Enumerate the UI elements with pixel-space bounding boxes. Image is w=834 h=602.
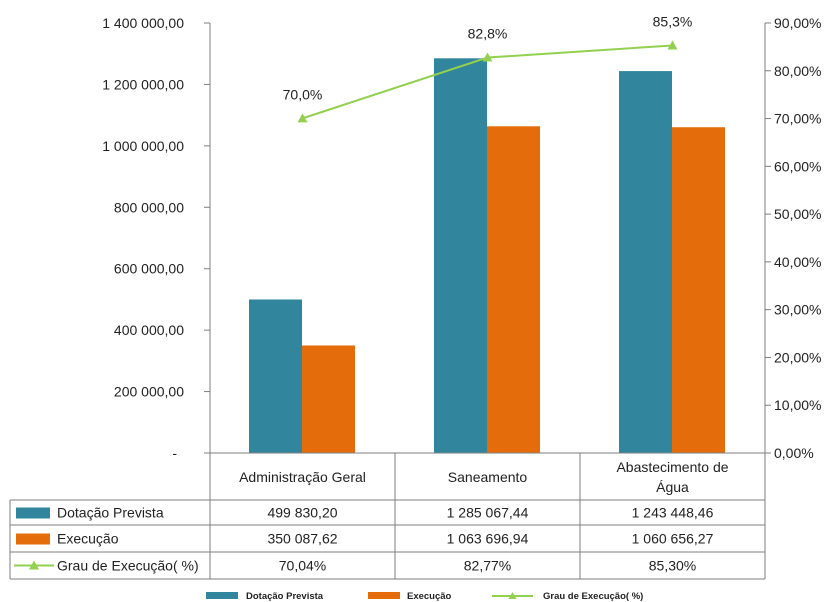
legend-key-marker — [508, 592, 517, 599]
table-series-name: Dotação Prevista — [57, 505, 164, 521]
legend-key — [368, 592, 400, 599]
table-series-name: Grau de Execução( %) — [57, 558, 199, 574]
table-legend-key — [16, 507, 50, 519]
legend-label: Dotação Prevista — [246, 591, 324, 602]
data-label: 85,3% — [653, 13, 693, 29]
left-y-tick-label: 1 200 000,00 — [102, 76, 184, 92]
table-series-name: Execução — [57, 531, 119, 547]
table-value: 85,30% — [649, 558, 696, 574]
table-value: 82,77% — [464, 558, 511, 574]
category-label: Administração Geral — [239, 469, 366, 485]
table-value: 70,04% — [279, 558, 326, 574]
left-y-tick-label: 1 000 000,00 — [102, 138, 184, 154]
bar-dotacao-prevista — [249, 299, 302, 453]
left-y-tick-label: 400 000,00 — [114, 322, 184, 338]
right-y-tick-label: 40,00% — [774, 254, 821, 270]
table-value: 1 060 656,27 — [632, 531, 714, 547]
bar-dotacao-prevista — [434, 58, 487, 453]
table-value: 1 285 067,44 — [447, 505, 529, 521]
left-y-tick-label: - — [172, 445, 177, 461]
right-y-tick-label: 70,00% — [774, 111, 821, 127]
category-label: Saneamento — [448, 469, 528, 485]
legend-key — [206, 592, 238, 599]
right-y-tick-label: 30,00% — [774, 302, 821, 318]
data-label: 82,8% — [468, 26, 508, 42]
left-y-tick-label: 200 000,00 — [114, 384, 184, 400]
table-value: 499 830,20 — [267, 505, 337, 521]
left-y-tick-label: 800 000,00 — [114, 199, 184, 215]
legend-label: Grau de Execução( %) — [543, 591, 643, 602]
line-point-marker — [667, 40, 678, 50]
right-y-tick-label: 80,00% — [774, 63, 821, 79]
table-value: 1 063 696,94 — [447, 531, 529, 547]
bar-execucao — [302, 345, 355, 453]
data-label: 70,0% — [283, 86, 323, 102]
right-y-tick-label: 10,00% — [774, 397, 821, 413]
left-y-tick-label: 1 400 000,00 — [102, 15, 184, 31]
bar-execucao — [487, 126, 540, 453]
legend-label: Execução — [407, 591, 452, 602]
table-legend-key-marker — [29, 560, 39, 570]
right-y-tick-label: 50,00% — [774, 206, 821, 222]
right-y-tick-label: 0,00% — [774, 445, 814, 461]
table-legend-key — [16, 533, 50, 545]
line-point-marker — [297, 113, 308, 123]
right-y-tick-label: 60,00% — [774, 158, 821, 174]
bar-dotacao-prevista — [619, 71, 672, 454]
right-y-tick-label: 20,00% — [774, 349, 821, 365]
right-y-tick-label: 90,00% — [774, 15, 821, 31]
left-y-tick-label: 600 000,00 — [114, 261, 184, 277]
category-label: Abastecimento de — [616, 459, 728, 475]
table-value: 350 087,62 — [267, 531, 337, 547]
line-point-marker — [482, 52, 493, 62]
table-value: 1 243 448,46 — [632, 505, 714, 521]
bar-execucao — [672, 127, 725, 454]
category-label: Água — [656, 479, 689, 495]
